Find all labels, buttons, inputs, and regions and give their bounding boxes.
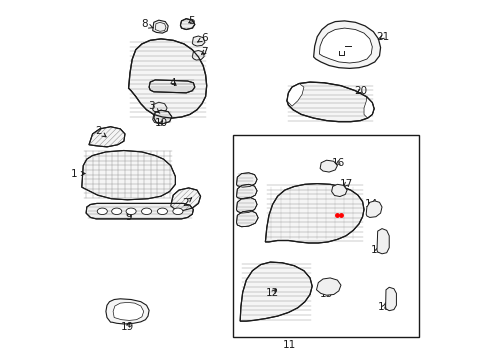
Polygon shape bbox=[331, 184, 346, 197]
Polygon shape bbox=[106, 299, 149, 324]
Polygon shape bbox=[152, 20, 168, 33]
Text: 18: 18 bbox=[377, 302, 390, 312]
Polygon shape bbox=[170, 188, 200, 211]
Ellipse shape bbox=[141, 208, 151, 215]
Polygon shape bbox=[192, 36, 204, 46]
Text: 11: 11 bbox=[283, 340, 296, 350]
Polygon shape bbox=[152, 113, 166, 124]
Text: 19: 19 bbox=[121, 322, 134, 332]
Polygon shape bbox=[81, 150, 175, 200]
Text: 8: 8 bbox=[141, 19, 153, 30]
Ellipse shape bbox=[172, 208, 183, 215]
Polygon shape bbox=[313, 21, 380, 68]
Text: 21: 21 bbox=[376, 32, 389, 42]
Ellipse shape bbox=[97, 208, 107, 215]
Polygon shape bbox=[286, 84, 303, 106]
Text: 7: 7 bbox=[201, 47, 207, 57]
Polygon shape bbox=[316, 278, 340, 295]
Text: 15: 15 bbox=[369, 245, 383, 255]
Polygon shape bbox=[89, 127, 125, 147]
Polygon shape bbox=[376, 229, 388, 254]
Text: 13: 13 bbox=[319, 289, 332, 300]
Polygon shape bbox=[149, 80, 194, 93]
Polygon shape bbox=[286, 82, 373, 122]
Text: 6: 6 bbox=[197, 33, 207, 43]
Text: 16: 16 bbox=[331, 158, 345, 168]
Polygon shape bbox=[240, 262, 311, 321]
Text: 2: 2 bbox=[95, 126, 106, 137]
Text: 12: 12 bbox=[265, 288, 279, 298]
Polygon shape bbox=[128, 39, 206, 118]
Text: 10: 10 bbox=[154, 118, 167, 128]
Text: 9: 9 bbox=[125, 212, 132, 222]
Polygon shape bbox=[236, 184, 257, 199]
Polygon shape bbox=[265, 184, 363, 243]
Text: 20: 20 bbox=[353, 86, 366, 96]
Ellipse shape bbox=[126, 208, 136, 215]
Ellipse shape bbox=[157, 208, 167, 215]
Text: 14: 14 bbox=[364, 199, 377, 210]
Text: 5: 5 bbox=[187, 16, 194, 26]
Polygon shape bbox=[153, 110, 171, 124]
Polygon shape bbox=[236, 197, 257, 213]
Polygon shape bbox=[192, 50, 204, 60]
Polygon shape bbox=[236, 211, 258, 227]
Polygon shape bbox=[236, 173, 257, 187]
Text: 1: 1 bbox=[71, 168, 85, 179]
Text: 4: 4 bbox=[169, 78, 176, 88]
Polygon shape bbox=[86, 203, 193, 219]
Polygon shape bbox=[320, 160, 337, 172]
Polygon shape bbox=[113, 302, 143, 320]
Text: 3: 3 bbox=[148, 101, 160, 113]
Ellipse shape bbox=[111, 208, 122, 215]
Polygon shape bbox=[152, 102, 167, 113]
Polygon shape bbox=[363, 96, 373, 118]
Text: 17: 17 bbox=[339, 179, 352, 189]
Polygon shape bbox=[180, 19, 194, 30]
Text: 2: 2 bbox=[182, 198, 191, 208]
Polygon shape bbox=[319, 28, 371, 63]
Bar bbox=[232, 135, 418, 337]
Polygon shape bbox=[366, 201, 381, 217]
Polygon shape bbox=[385, 287, 396, 311]
